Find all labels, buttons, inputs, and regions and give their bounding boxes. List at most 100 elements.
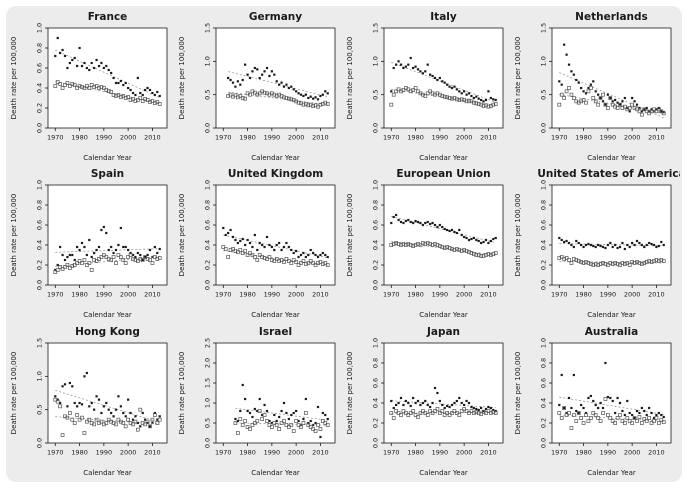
- data-point-open: [299, 424, 303, 429]
- data-point-open: [413, 86, 418, 91]
- data-point-open: [481, 409, 486, 414]
- x-tick-label: 1980: [407, 134, 424, 142]
- data-point-open: [584, 412, 588, 417]
- data-point-open: [106, 89, 111, 94]
- data-point-filled: [97, 398, 101, 401]
- data-point-open: [94, 417, 99, 422]
- data-point-filled: [122, 411, 125, 414]
- data-point-open: [121, 420, 126, 425]
- data-point-filled: [633, 416, 636, 419]
- x-tick-label: 1970: [215, 291, 232, 299]
- data-point-open: [277, 426, 281, 431]
- data-point-filled: [438, 77, 441, 80]
- data-point-filled: [68, 254, 71, 257]
- data-point-open: [610, 418, 615, 423]
- data-point-filled: [640, 406, 643, 409]
- x-tick-label: 2000: [624, 448, 641, 456]
- data-point-filled: [136, 252, 139, 255]
- data-point-open: [311, 104, 315, 109]
- data-point-open: [272, 420, 277, 425]
- data-point-open: [649, 109, 654, 114]
- data-point-filled: [278, 83, 281, 86]
- data-point-filled: [297, 256, 300, 259]
- x-tick-label: 1980: [407, 291, 424, 299]
- data-point-filled: [582, 246, 585, 249]
- data-point-open: [396, 87, 401, 92]
- data-point-open: [94, 84, 99, 89]
- data-point-filled: [314, 96, 317, 99]
- data-point-open: [627, 263, 632, 268]
- x-tick-label: 1970: [215, 448, 232, 456]
- data-point-open: [131, 422, 135, 426]
- data-point-filled: [597, 406, 600, 409]
- data-point-filled: [88, 69, 91, 72]
- data-point-filled: [455, 88, 458, 91]
- data-point-filled: [241, 383, 244, 386]
- data-point-open: [145, 98, 150, 103]
- data-point-filled: [156, 252, 159, 255]
- data-point-open: [462, 248, 466, 253]
- data-point-filled: [626, 244, 629, 247]
- data-point-open: [630, 260, 634, 265]
- data-point-open: [442, 246, 447, 251]
- data-point-open: [304, 262, 308, 267]
- data-point-filled: [558, 80, 561, 83]
- x-axis-label: Calendar Year: [587, 154, 636, 162]
- y-tick-label: 0.0: [204, 438, 212, 448]
- data-point-open: [58, 82, 62, 87]
- data-point-filled: [56, 37, 59, 40]
- data-point-filled: [618, 401, 622, 404]
- data-point-open: [559, 255, 564, 260]
- data-point-filled: [565, 240, 568, 243]
- data-point-filled: [416, 68, 420, 71]
- data-point-open: [596, 415, 600, 420]
- data-point-open: [567, 258, 571, 263]
- data-point-filled: [59, 246, 62, 249]
- data-point-open: [223, 247, 228, 252]
- data-point-open: [394, 408, 398, 413]
- data-point-open: [60, 432, 65, 437]
- data-point-open: [255, 258, 260, 263]
- data-point-open: [632, 415, 637, 420]
- plot-australia: Australia 1970 1980 1990 2000 2010 0.0 0.2 0.4 0.…: [514, 326, 672, 477]
- data-point-open: [593, 262, 598, 267]
- data-point-filled: [73, 259, 76, 262]
- data-point-filled: [241, 238, 244, 241]
- data-point-filled: [650, 411, 653, 414]
- panel-title: United Kingdom: [228, 168, 323, 180]
- data-point-filled: [446, 229, 449, 232]
- y-tick-label: 1.0: [36, 371, 44, 381]
- data-point-open: [484, 253, 488, 258]
- data-point-filled: [577, 242, 580, 245]
- data-point-open: [289, 97, 294, 102]
- data-point-filled: [144, 89, 147, 92]
- data-point-open: [406, 87, 411, 92]
- data-point-open: [642, 416, 647, 421]
- data-point-open: [435, 406, 440, 411]
- data-point-filled: [231, 81, 235, 84]
- data-point-open: [452, 408, 457, 413]
- data-point-filled: [229, 229, 232, 232]
- data-point-filled: [83, 375, 86, 378]
- data-point-filled: [633, 100, 636, 103]
- data-point-filled: [429, 73, 432, 76]
- data-point-filled: [463, 236, 466, 239]
- data-point-filled: [643, 108, 646, 111]
- y-tick-label: 0.0: [204, 280, 212, 290]
- data-point-open: [489, 410, 493, 415]
- data-point-filled: [71, 59, 74, 62]
- data-point-open: [87, 86, 92, 91]
- data-point-open: [111, 93, 116, 98]
- data-point-filled: [253, 67, 256, 70]
- data-point-open: [647, 415, 651, 420]
- data-point-open: [133, 258, 138, 263]
- data-point-open: [104, 420, 109, 425]
- data-point-filled: [117, 82, 120, 85]
- data-point-open: [623, 262, 627, 267]
- data-point-open: [455, 247, 459, 252]
- data-point-filled: [467, 401, 471, 404]
- data-point-filled: [628, 411, 631, 414]
- data-point-open: [603, 102, 608, 107]
- data-point-filled: [431, 401, 434, 404]
- x-tick-label: 2010: [144, 134, 161, 142]
